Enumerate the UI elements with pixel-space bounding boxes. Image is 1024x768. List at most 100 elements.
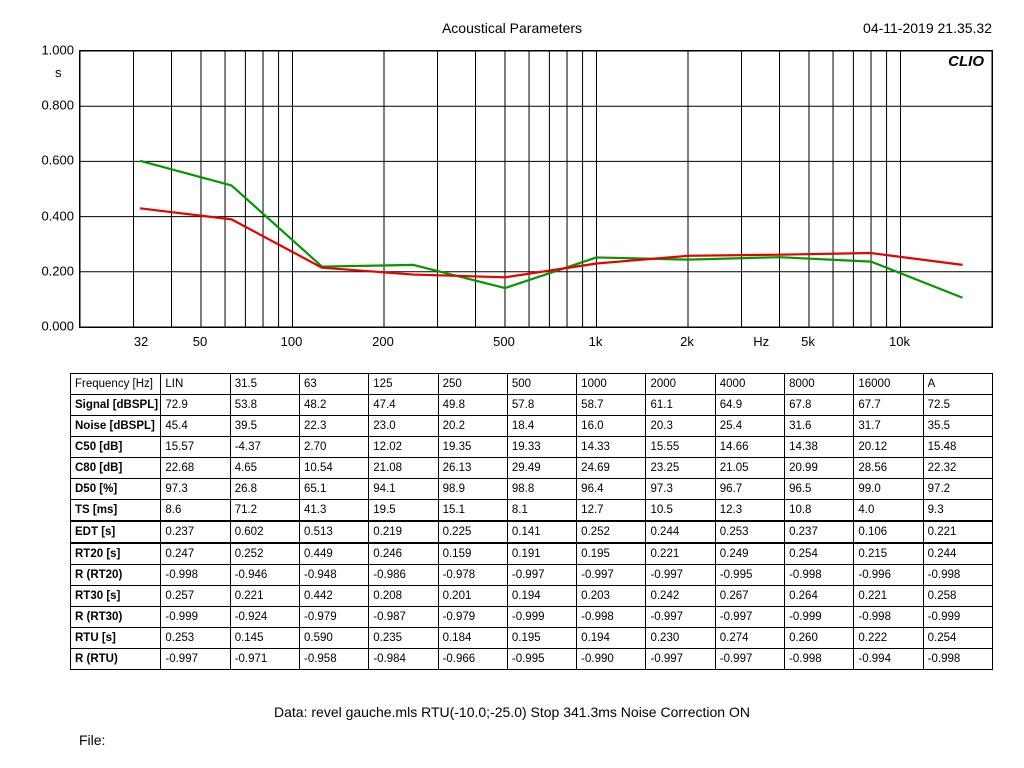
table-row: Noise [dBSPL]45.439.522.323.020.218.416.… (71, 416, 993, 437)
table-cell: 53.8 (230, 395, 299, 416)
table-cell: 45.4 (161, 416, 230, 437)
y-tick-label: 0.600 (30, 153, 74, 168)
x-tick-label: 1k (589, 334, 603, 349)
table-cell: 15.1 (438, 500, 507, 522)
y-tick-label: 0.400 (30, 208, 74, 223)
header: Acoustical Parameters 04-11-2019 21.35.3… (0, 20, 1024, 44)
table-cell: 0.267 (715, 586, 784, 607)
table-row-header: Signal [dBSPL] (71, 395, 161, 416)
table-cell: 97.3 (646, 479, 715, 500)
table-cell: 49.8 (438, 395, 507, 416)
table-cell: 4.0 (854, 500, 923, 522)
table-row-header: EDT [s] (71, 521, 161, 543)
table-row: C50 [dB]15.57-4.372.7012.0219.3519.3314.… (71, 437, 993, 458)
table-cell: 0.254 (785, 543, 854, 565)
footer-file-label: File: (79, 732, 105, 748)
table-cell: 8.1 (507, 500, 576, 522)
table-row: RTU [s]0.2530.1450.5900.2350.1840.1950.1… (71, 628, 993, 649)
table-cell: 15.57 (161, 437, 230, 458)
table-cell: 0.219 (369, 521, 438, 543)
table-cell: 0.253 (715, 521, 784, 543)
table-row-header: RT20 [s] (71, 543, 161, 565)
table-cell: -0.984 (369, 649, 438, 670)
table-cell: -0.997 (715, 607, 784, 628)
table-cell: -0.990 (577, 649, 646, 670)
table-cell: 0.246 (369, 543, 438, 565)
table-cell: -0.979 (299, 607, 368, 628)
table-cell: -0.948 (299, 565, 368, 586)
table-cell: 0.258 (923, 586, 992, 607)
table-cell: 2.70 (299, 437, 368, 458)
table-cell: 57.8 (507, 395, 576, 416)
table-cell: 21.05 (715, 458, 784, 479)
table-row: RT30 [s]0.2570.2210.4420.2080.2010.1940.… (71, 586, 993, 607)
table-column-header: 63 (299, 374, 368, 395)
table-column-header: 8000 (785, 374, 854, 395)
x-tick-label: 2k (680, 334, 694, 349)
table-cell: 39.5 (230, 416, 299, 437)
table-cell: 0.254 (923, 628, 992, 649)
table-cell: 10.54 (299, 458, 368, 479)
x-tick-label: 50 (193, 334, 207, 349)
table-cell: 0.449 (299, 543, 368, 565)
table-cell: 20.99 (785, 458, 854, 479)
table-column-header: 31.5 (230, 374, 299, 395)
table-cell: 0.215 (854, 543, 923, 565)
table-column-header: 4000 (715, 374, 784, 395)
table-cell: -0.998 (923, 565, 992, 586)
table-cell: -0.999 (507, 607, 576, 628)
table-cell: -0.998 (785, 565, 854, 586)
table-cell: -0.995 (715, 565, 784, 586)
table-cell: 96.7 (715, 479, 784, 500)
table-cell: 72.5 (923, 395, 992, 416)
table-cell: 0.191 (507, 543, 576, 565)
table-cell: 31.6 (785, 416, 854, 437)
table-cell: -0.994 (854, 649, 923, 670)
table-cell: 29.49 (507, 458, 576, 479)
y-axis-unit: s (55, 65, 62, 80)
table-cell: 21.08 (369, 458, 438, 479)
table-cell: 0.184 (438, 628, 507, 649)
table-cell: -0.997 (646, 607, 715, 628)
table-cell: 65.1 (299, 479, 368, 500)
table-cell: 0.203 (577, 586, 646, 607)
parameter-table: Frequency [Hz]LIN31.56312525050010002000… (70, 373, 993, 670)
table-cell: 0.242 (646, 586, 715, 607)
table-cell: -0.996 (854, 565, 923, 586)
table-cell: 0.225 (438, 521, 507, 543)
table-cell: 19.33 (507, 437, 576, 458)
table-row: D50 [%]97.326.865.194.198.998.896.497.39… (71, 479, 993, 500)
table-cell: -0.924 (230, 607, 299, 628)
table-cell: 19.35 (438, 437, 507, 458)
table-cell: 14.66 (715, 437, 784, 458)
table-cell: 97.3 (161, 479, 230, 500)
table-row: RT20 [s]0.2470.2520.4490.2460.1590.1910.… (71, 543, 993, 565)
table-cell: -0.999 (785, 607, 854, 628)
table-cell: 0.194 (507, 586, 576, 607)
table-cell: 0.244 (646, 521, 715, 543)
x-tick-label: 200 (372, 334, 394, 349)
table-cell: 0.141 (507, 521, 576, 543)
table-cell: 61.1 (646, 395, 715, 416)
table-column-header: 2000 (646, 374, 715, 395)
table-cell: 0.195 (577, 543, 646, 565)
table-cell: 0.247 (161, 543, 230, 565)
table-cell: 9.3 (923, 500, 992, 522)
table-row: R (RT30)-0.999-0.924-0.979-0.987-0.979-0… (71, 607, 993, 628)
table-cell: 22.68 (161, 458, 230, 479)
table-row-header: C80 [dB] (71, 458, 161, 479)
table-cell: 98.9 (438, 479, 507, 500)
table-cell: 0.260 (785, 628, 854, 649)
table-cell: 8.6 (161, 500, 230, 522)
y-tick-label: 0.000 (30, 319, 74, 334)
table-cell: 14.38 (785, 437, 854, 458)
table-row: Signal [dBSPL]72.953.848.247.449.857.858… (71, 395, 993, 416)
table-column-header: A (923, 374, 992, 395)
x-tick-label: Hz (753, 334, 769, 349)
table-cell: -0.978 (438, 565, 507, 586)
table-cell: 41.3 (299, 500, 368, 522)
table-cell: -0.998 (923, 649, 992, 670)
table-cell: 12.3 (715, 500, 784, 522)
table-cell: -0.997 (161, 649, 230, 670)
table-cell: 47.4 (369, 395, 438, 416)
